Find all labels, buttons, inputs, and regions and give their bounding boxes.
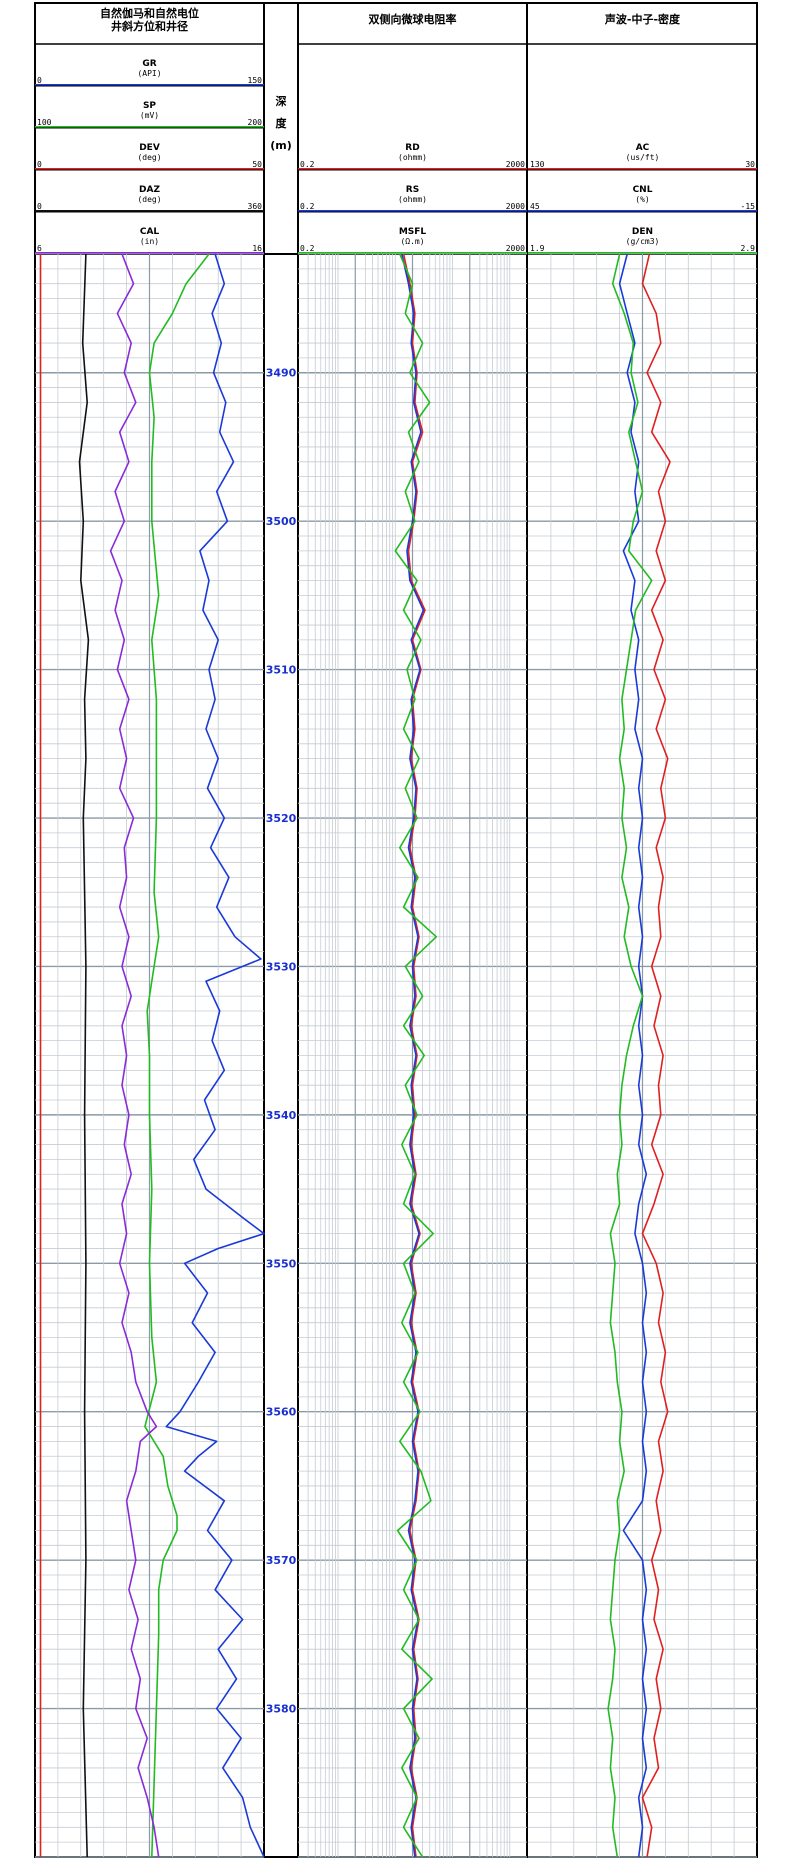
- curve-scale-right: 2000: [506, 202, 525, 211]
- curve-scale-right: 2000: [506, 160, 525, 169]
- series-cnl-line: [618, 253, 648, 1858]
- depth-tick-label: 3560: [266, 1406, 297, 1419]
- curve-scale-right: 50: [252, 160, 262, 169]
- series-sp-line: [144, 253, 210, 1858]
- curve-name: DAZ: [139, 185, 160, 195]
- track-title: 声波-中子-密度: [604, 12, 681, 26]
- series-msfl-line: [394, 253, 438, 1858]
- curve-unit: (Ω.m): [400, 237, 424, 246]
- curve-scale-left: 0: [37, 202, 42, 211]
- curve-name: CNL: [633, 185, 653, 195]
- curve-unit: (deg): [137, 153, 161, 162]
- curve-name: RS: [406, 185, 419, 195]
- curve-unit: (us/ft): [626, 153, 660, 162]
- curve-scale-right: 2000: [506, 244, 525, 253]
- curve-scale-right: 360: [248, 202, 263, 211]
- curve-scale-right: 200: [248, 118, 263, 127]
- curve-unit: (g/cm3): [626, 237, 660, 246]
- depth-header-label: 深: [276, 94, 287, 108]
- curve-scale-right: 150: [248, 76, 263, 85]
- curve-unit: (in): [140, 237, 159, 246]
- series-ac-line: [641, 253, 671, 1858]
- depth-tick-label: 3540: [266, 1109, 297, 1122]
- curve-scale-left: 0.2: [300, 160, 315, 169]
- curve-scale-left: 0: [37, 76, 42, 85]
- curve-name: CAL: [140, 227, 160, 237]
- log-frame: [34, 2, 758, 1858]
- depth-tick-label: 3580: [266, 1703, 297, 1716]
- series-rs-line: [401, 253, 425, 1858]
- curve-unit: (%): [635, 195, 649, 204]
- curve-scale-left: 0.2: [300, 202, 315, 211]
- track-title: 双侧向微球电阻率: [369, 12, 457, 26]
- curve-name: AC: [636, 143, 650, 153]
- depth-tick-label: 3570: [266, 1554, 297, 1567]
- series-den-line: [607, 253, 653, 1858]
- track-title: 井斜方位和井径: [111, 19, 188, 33]
- series-daz-line: [78, 253, 90, 1858]
- curve-scale-left: 100: [37, 118, 52, 127]
- series-gr-line: [165, 253, 265, 1858]
- curves: [39, 253, 671, 1858]
- series-rd-line: [402, 253, 426, 1858]
- curve-unit: (API): [137, 69, 161, 78]
- depth-tick-label: 3490: [266, 367, 297, 380]
- curve-unit: (ohmm): [398, 153, 427, 162]
- depth-tick-label: 3520: [266, 812, 297, 825]
- curve-scale-right: 16: [252, 244, 262, 253]
- curve-name: RD: [405, 143, 419, 153]
- curve-scale-left: 1.9: [530, 244, 545, 253]
- depth-tick-label: 3510: [266, 664, 297, 677]
- curve-name: DEV: [139, 143, 160, 153]
- curve-name: GR: [142, 59, 156, 69]
- curve-scale-left: 130: [530, 160, 545, 169]
- depth-tick-label: 3550: [266, 1257, 297, 1270]
- depth-header-label: 度: [276, 116, 288, 130]
- curve-scale-right: 30: [745, 160, 755, 169]
- curve-scale-left: 0.2: [300, 244, 315, 253]
- curve-scale-right: 2.9: [741, 244, 756, 253]
- curve-unit: (deg): [137, 195, 161, 204]
- depth-header-label: (m): [270, 139, 292, 152]
- depth-tick-label: 3500: [266, 515, 297, 528]
- curve-name: DEN: [632, 227, 653, 237]
- depth-tick-label: 3530: [266, 960, 297, 973]
- curve-scale-left: 6: [37, 244, 42, 253]
- curve-unit: (ohmm): [398, 195, 427, 204]
- curve-unit: (mV): [140, 111, 159, 120]
- track-title: 自然伽马和自然电位: [100, 6, 199, 20]
- curve-scale-left: 45: [530, 202, 540, 211]
- curve-scale-right: -15: [741, 202, 756, 211]
- curve-name: MSFL: [399, 227, 427, 237]
- curve-name: SP: [143, 101, 156, 111]
- curve-scale-left: 0: [37, 160, 42, 169]
- series-cal-line: [109, 253, 160, 1858]
- grid: [35, 253, 757, 1858]
